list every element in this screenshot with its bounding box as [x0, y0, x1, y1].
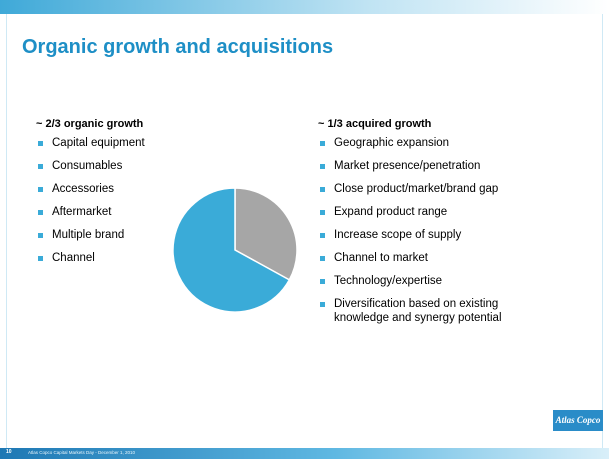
- bullet-item: Multiple brand: [36, 229, 186, 243]
- bullet-item: Capital equipment: [36, 137, 186, 151]
- bullet-item: Increase scope of supply: [318, 229, 523, 243]
- footer-bar: [0, 448, 609, 459]
- bullet-item: Close product/market/brand gap: [318, 183, 523, 197]
- bullet-item: Market presence/penetration: [318, 160, 523, 174]
- right-heading: ~ 1/3 acquired growth: [318, 118, 432, 130]
- title: Organic growth and acquisitions: [22, 36, 334, 58]
- pie-slice: [234, 187, 298, 281]
- bullet-item: Accessories: [36, 183, 186, 197]
- bullet-item: Diversification based on existing knowle…: [318, 298, 523, 325]
- logo: Atlas Copco: [553, 410, 603, 431]
- bullet-item: Technology/expertise: [318, 275, 523, 289]
- page-number: 10: [6, 449, 12, 455]
- pie-chart: [172, 187, 298, 313]
- right-list: Geographic expansion Market presence/pene…: [318, 137, 523, 335]
- footer-text: Atlas Copco Capital Markets Day - Decemb…: [28, 449, 136, 455]
- bullet-item: Channel: [36, 252, 186, 266]
- top-bar: [0, 0, 609, 14]
- bullet-item: Aftermarket: [36, 206, 186, 220]
- bullet-item: Expand product range: [318, 206, 523, 220]
- frame: [6, 14, 603, 448]
- bullet-item: Consumables: [36, 160, 186, 174]
- left-list: Capital equipment Consumables Accessories A…: [36, 137, 186, 275]
- bullet-item: Channel to market: [318, 252, 523, 266]
- left-heading: ~ 2/3 organic growth: [36, 118, 144, 130]
- bullet-item: Geographic expansion: [318, 137, 523, 151]
- pie-slice: [172, 187, 291, 313]
